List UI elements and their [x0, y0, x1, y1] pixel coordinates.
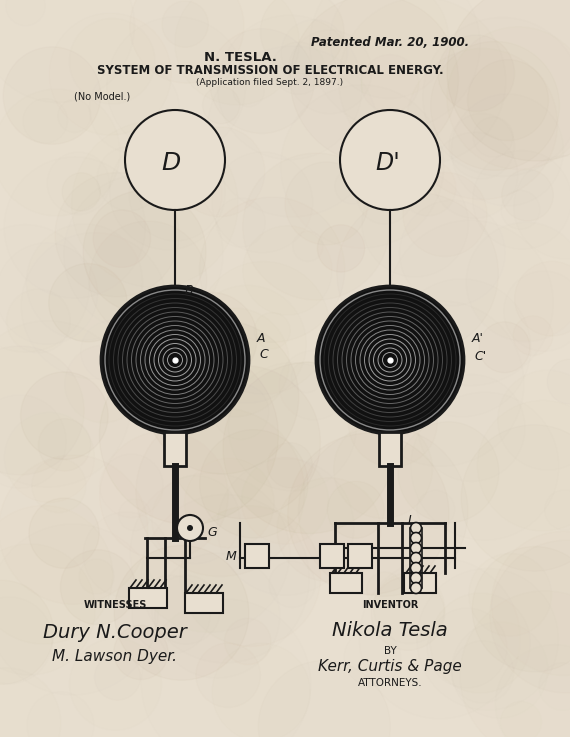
- Text: Nikola Tesla: Nikola Tesla: [332, 621, 448, 640]
- Circle shape: [410, 562, 421, 573]
- Text: ATTORNEYS.: ATTORNEYS.: [358, 678, 422, 688]
- Bar: [330, 573, 362, 593]
- Bar: [348, 544, 372, 568]
- Text: D: D: [161, 151, 181, 175]
- Bar: [185, 593, 223, 613]
- Circle shape: [105, 290, 245, 430]
- Circle shape: [177, 515, 203, 541]
- Circle shape: [410, 573, 421, 584]
- Circle shape: [410, 582, 421, 593]
- Circle shape: [125, 110, 225, 210]
- Text: M: M: [226, 550, 237, 562]
- Text: B: B: [185, 284, 194, 296]
- Text: A: A: [257, 332, 266, 344]
- Text: M. Lawson Dyer.: M. Lawson Dyer.: [52, 649, 177, 665]
- Circle shape: [410, 533, 421, 543]
- Text: A': A': [472, 332, 484, 344]
- Text: C': C': [474, 349, 486, 363]
- Circle shape: [316, 286, 464, 434]
- Text: BY: BY: [384, 646, 396, 656]
- Text: WITNESSES: WITNESSES: [83, 600, 146, 610]
- Text: INVENTOR: INVENTOR: [362, 600, 418, 610]
- Bar: [320, 544, 344, 568]
- Text: D': D': [376, 151, 400, 175]
- Text: (Application filed Sept. 2, 1897.): (Application filed Sept. 2, 1897.): [197, 77, 344, 86]
- Bar: [404, 573, 436, 593]
- Text: Kerr, Curtis & Page: Kerr, Curtis & Page: [318, 658, 462, 674]
- Circle shape: [410, 523, 421, 534]
- Circle shape: [340, 110, 440, 210]
- Text: C: C: [259, 348, 268, 360]
- Text: L: L: [408, 514, 415, 526]
- Circle shape: [320, 290, 460, 430]
- Text: SYSTEM OF TRANSMISSION OF ELECTRICAL ENERGY.: SYSTEM OF TRANSMISSION OF ELECTRICAL ENE…: [97, 63, 443, 77]
- Text: Patented Mar. 20, 1900.: Patented Mar. 20, 1900.: [311, 35, 469, 49]
- Bar: [164, 432, 186, 466]
- Text: G: G: [207, 525, 217, 539]
- Text: Dury N.Cooper: Dury N.Cooper: [43, 624, 187, 643]
- Circle shape: [410, 553, 421, 564]
- Circle shape: [187, 525, 193, 531]
- Bar: [129, 588, 167, 608]
- Text: (No Model.): (No Model.): [74, 91, 130, 101]
- Text: N. TESLA.: N. TESLA.: [203, 51, 276, 63]
- Bar: [379, 432, 401, 466]
- Bar: [245, 544, 269, 568]
- Circle shape: [101, 286, 249, 434]
- Circle shape: [410, 542, 421, 553]
